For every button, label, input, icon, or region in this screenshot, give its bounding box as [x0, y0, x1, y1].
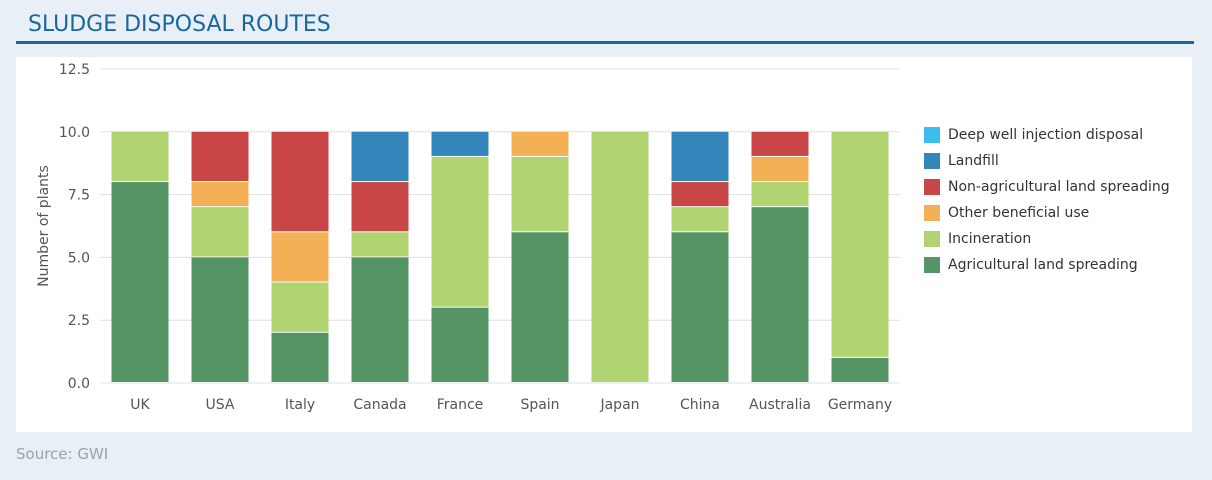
bar-segment: [192, 132, 249, 181]
x-tick-label: Italy: [285, 397, 315, 413]
bar-segment: [192, 207, 249, 256]
legend-item[interactable]: Other beneficial use: [924, 200, 1170, 226]
legend-label: Non-agricultural land spreading: [948, 179, 1170, 195]
bar-segment: [352, 257, 409, 382]
bar-segment: [592, 132, 649, 382]
legend-swatch: [924, 257, 940, 273]
x-tick-label: Australia: [749, 397, 811, 413]
bar-segment: [672, 207, 729, 231]
x-tick-label: USA: [206, 397, 235, 413]
bar-segment: [832, 358, 889, 382]
bar-segment: [352, 132, 409, 181]
source-note: Source: GWI: [16, 445, 108, 463]
bar-segment: [512, 157, 569, 231]
legend-swatch: [924, 231, 940, 247]
bar-segment: [112, 182, 169, 382]
y-tick-label: 12.5: [59, 62, 90, 78]
bar-segment: [272, 283, 329, 332]
bar-segment: [192, 182, 249, 206]
y-axis-label: Number of plants: [36, 165, 52, 287]
bar-segment: [512, 232, 569, 382]
legend-label: Landfill: [948, 153, 999, 169]
x-tick-label: Canada: [353, 397, 406, 413]
bar-segment: [432, 157, 489, 307]
x-tick-label: Japan: [599, 397, 639, 413]
bar-segment: [112, 132, 169, 181]
legend: Deep well injection disposal Landfill Non-…: [924, 122, 1170, 278]
legend-item[interactable]: Deep well injection disposal: [924, 122, 1170, 148]
bar-segment: [672, 132, 729, 181]
legend-item[interactable]: Landfill: [924, 148, 1170, 174]
bar-segment: [832, 132, 889, 357]
bar-segment: [272, 333, 329, 382]
legend-item[interactable]: Agricultural land spreading: [924, 252, 1170, 278]
bar-segment: [752, 207, 809, 382]
x-tick-label: France: [437, 397, 484, 413]
x-tick-label: Germany: [828, 397, 892, 413]
bar-segment: [512, 132, 569, 156]
bar-segment: [352, 182, 409, 231]
bar-segment: [352, 232, 409, 256]
bar-segment: [272, 232, 329, 281]
bar-segment: [432, 308, 489, 382]
legend-item[interactable]: Incineration: [924, 226, 1170, 252]
bar-segment: [752, 157, 809, 181]
bar-segment: [752, 132, 809, 156]
y-tick-label: 2.5: [68, 313, 90, 329]
bar-segment: [672, 232, 729, 382]
legend-swatch: [924, 205, 940, 221]
legend-swatch: [924, 153, 940, 169]
bar-segment: [752, 182, 809, 206]
x-tick-label: UK: [130, 397, 150, 413]
legend-label: Deep well injection disposal: [948, 127, 1143, 143]
bar-segment: [672, 182, 729, 206]
y-tick-label: 0.0: [68, 376, 90, 392]
legend-swatch: [924, 179, 940, 195]
y-tick-label: 10.0: [59, 125, 90, 141]
legend-label: Agricultural land spreading: [948, 257, 1138, 273]
x-tick-label: China: [680, 397, 720, 413]
legend-item[interactable]: Non-agricultural land spreading: [924, 174, 1170, 200]
y-tick-label: 5.0: [68, 250, 90, 266]
legend-label: Incineration: [948, 231, 1031, 247]
legend-swatch: [924, 127, 940, 143]
bar-segment: [272, 132, 329, 231]
bar-segment: [192, 257, 249, 382]
bar-segment: [432, 132, 489, 156]
x-tick-label: Spain: [520, 397, 559, 413]
y-tick-label: 7.5: [68, 188, 90, 204]
legend-label: Other beneficial use: [948, 205, 1089, 221]
